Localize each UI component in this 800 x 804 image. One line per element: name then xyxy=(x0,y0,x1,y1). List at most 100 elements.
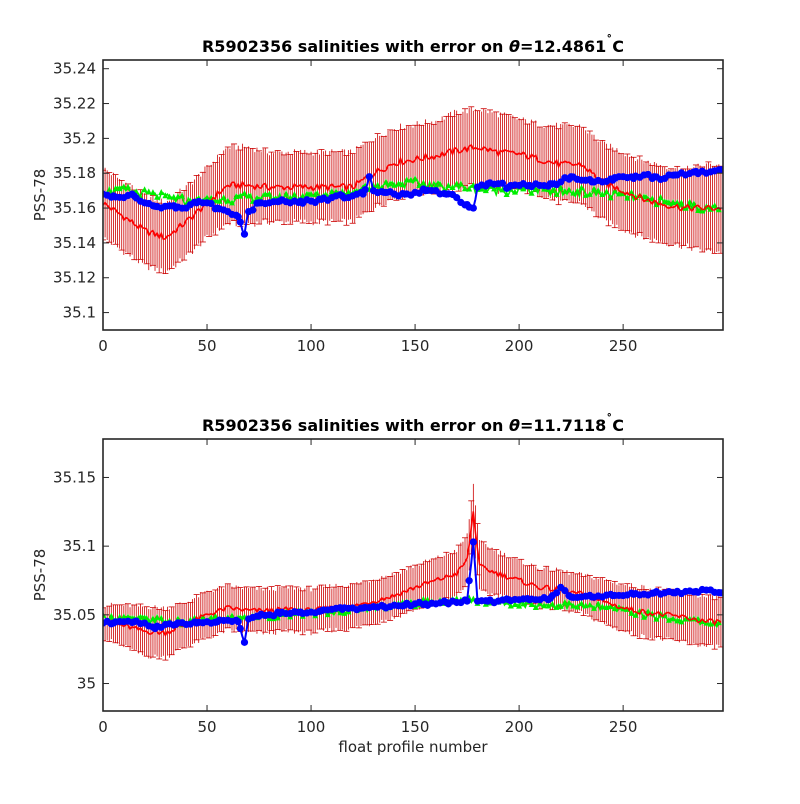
bottom-title-unit: C xyxy=(612,416,624,435)
top-original-salinity-point xyxy=(312,191,319,198)
bottom-original-salinity-point xyxy=(678,618,685,625)
bottom-calibrated-salinity-point xyxy=(465,577,473,585)
bottom-calibrated-salinity-point xyxy=(561,587,569,595)
top-original-salinity-point xyxy=(387,180,394,187)
top-original-salinity-point xyxy=(453,180,460,187)
top-original-salinity-point xyxy=(674,199,681,206)
top-original-salinity-point xyxy=(553,190,560,197)
top-original-salinity-point xyxy=(711,202,718,209)
top-title-degree: ˚ xyxy=(606,33,612,48)
top-original-salinity-point xyxy=(670,198,677,205)
top-original-salinity-point xyxy=(690,200,697,207)
bottom-original-salinity-point xyxy=(199,613,206,620)
top-original-salinity-point xyxy=(266,190,273,197)
bottom-original-salinity-point xyxy=(628,609,635,616)
bottom-original-salinity-point xyxy=(582,602,589,609)
top-calibrated-salinity-point xyxy=(207,199,215,208)
top-plot-area xyxy=(103,106,723,275)
bottom-original-salinity-point xyxy=(715,619,722,626)
top-original-salinity-point xyxy=(449,183,456,190)
bottom-original-salinity-point xyxy=(607,603,614,610)
top-original-salinity-point xyxy=(665,199,672,206)
top-calibrated-salinity-point xyxy=(469,204,477,212)
top-original-salinity-point xyxy=(228,199,235,206)
top-original-salinity-point xyxy=(345,188,352,195)
top-original-salinity-point xyxy=(291,191,298,198)
top-y-axis-label: PSS-78 xyxy=(31,169,49,222)
bottom-y-tick-label: 35 xyxy=(77,675,96,693)
top-original-salinity-point xyxy=(603,188,610,195)
bottom-original-salinity-point xyxy=(570,602,577,609)
top-x-tick-label: 50 xyxy=(197,337,216,355)
bottom-original-salinity-point xyxy=(561,598,568,605)
bottom-original-salinity-point xyxy=(640,613,647,620)
bottom-calibrated-salinity-series xyxy=(103,538,723,647)
top-original-salinity-point xyxy=(158,189,165,196)
top-original-salinity-point xyxy=(437,180,444,187)
top-original-salinity-point xyxy=(478,185,485,192)
top-y-tick-label: 35.22 xyxy=(53,95,96,113)
top-original-salinity-point xyxy=(699,207,706,214)
bottom-x-tick-label: 100 xyxy=(297,718,326,736)
top-x-tick-label: 200 xyxy=(505,337,534,355)
top-original-salinity-point xyxy=(237,192,244,199)
bottom-calibrated-salinity-point xyxy=(469,538,477,546)
top-original-salinity-point xyxy=(220,194,227,201)
top-original-salinity-point xyxy=(566,186,573,193)
top-original-salinity-point xyxy=(303,190,310,197)
top-x-tick-label: 100 xyxy=(297,337,326,355)
bottom-y-tick-label: 35.05 xyxy=(53,606,96,624)
bottom-original-salinity-point xyxy=(578,600,585,607)
top-y-tick-label: 35.18 xyxy=(53,164,96,182)
bottom-original-salinity-point xyxy=(566,599,573,606)
top-original-salinity-point xyxy=(116,185,123,192)
top-original-salinity-point xyxy=(204,194,211,201)
bottom-original-salinity-point xyxy=(541,602,548,609)
bottom-original-salinity-point xyxy=(574,603,581,610)
top-chart-title: R5902356 salinities with error on θ=12.4… xyxy=(202,33,624,56)
top-title-unit: C xyxy=(612,37,624,56)
top-original-salinity-point xyxy=(412,175,419,182)
top-original-salinity-point xyxy=(216,197,223,204)
top-original-salinity-point xyxy=(570,189,577,196)
bottom-original-salinity-point xyxy=(557,602,564,609)
top-original-salinity-point xyxy=(166,193,173,200)
bottom-axis-ticks: 0 50 100 150 200 250 35 35.05 35.1 35.15 xyxy=(53,439,723,736)
top-calibrated-salinity-point xyxy=(453,194,461,202)
top-y-tick-label: 35.16 xyxy=(53,199,96,217)
top-original-salinity-point xyxy=(557,184,564,191)
bottom-original-salinity-point xyxy=(632,611,639,618)
top-original-salinity-point xyxy=(224,197,231,204)
bottom-original-salinity-point xyxy=(108,612,115,619)
top-y-tick-label: 35.12 xyxy=(53,269,96,287)
bottom-original-salinity-point xyxy=(670,615,677,622)
top-original-salinity-point xyxy=(657,194,664,201)
top-original-salinity-point xyxy=(308,190,315,197)
bottom-original-salinity-point xyxy=(549,600,556,607)
bottom-original-salinity-point xyxy=(154,613,161,620)
bottom-original-salinity-point xyxy=(158,614,165,621)
top-original-salinity-point xyxy=(574,187,581,194)
bottom-title-degree: ˚ xyxy=(606,412,612,427)
top-calibrated-salinity-series xyxy=(103,166,723,238)
top-x-tick-label: 250 xyxy=(609,337,638,355)
top-original-salinity-point xyxy=(395,180,402,187)
top-original-salinity-point xyxy=(299,192,306,199)
top-calibrated-salinity-point xyxy=(717,166,723,174)
bottom-title-value: =11.7118 xyxy=(520,416,606,435)
bottom-original-salinity-point xyxy=(511,600,518,607)
top-original-salinity-point xyxy=(715,206,722,213)
bottom-x-tick-label: 250 xyxy=(609,718,638,736)
top-axis-ticks: 0 50 100 150 200 250 35.1 35.12 35.14 35.16 35.18 3… xyxy=(53,60,723,355)
top-original-salinity-point xyxy=(179,192,186,199)
top-original-salinity-point xyxy=(511,188,518,195)
bottom-original-salinity-point xyxy=(520,600,527,607)
bottom-x-axis-label: float profile number xyxy=(338,738,488,756)
bottom-original-salinity-point xyxy=(645,608,652,615)
top-original-salinity-point xyxy=(503,190,510,197)
bottom-x-tick-label: 0 xyxy=(98,718,108,736)
bottom-original-salinity-point xyxy=(674,617,681,624)
bottom-calibrated-salinity-point xyxy=(236,624,244,633)
